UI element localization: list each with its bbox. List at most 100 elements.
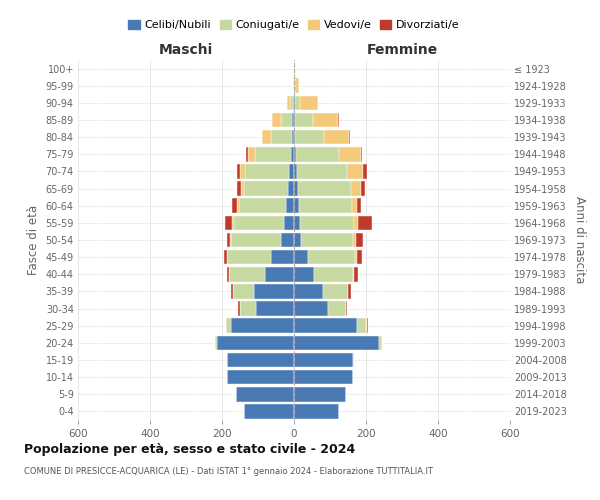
Bar [294,336,379,350]
Bar [358,216,373,230]
Bar [239,198,286,213]
Bar [366,318,367,333]
Legend: Celibi/Nubili, Coniugati/e, Vedovi/e, Divorziati/e: Celibi/Nubili, Coniugati/e, Vedovi/e, Di… [124,15,464,34]
Bar [356,232,364,248]
Bar [299,198,352,213]
Bar [295,78,299,93]
Bar [361,182,365,196]
Bar [292,112,294,128]
Text: Femmine: Femmine [367,42,437,56]
Bar [357,198,361,213]
Bar [294,404,339,418]
Bar [231,232,281,248]
Bar [350,182,361,196]
Text: Popolazione per età, sesso e stato civile - 2024: Popolazione per età, sesso e stato civil… [24,442,355,456]
Bar [227,232,230,248]
Bar [262,130,271,144]
Bar [241,182,244,196]
Bar [348,284,351,298]
Bar [271,250,294,264]
Bar [287,182,294,196]
Bar [298,182,350,196]
Bar [231,318,294,333]
Bar [255,147,291,162]
Bar [324,130,349,144]
Bar [301,232,353,248]
Bar [240,302,256,316]
Bar [296,147,339,162]
Bar [294,284,323,298]
Bar [245,164,289,178]
Bar [229,267,265,281]
Bar [271,130,292,144]
Bar [353,352,355,368]
Bar [352,198,357,213]
Bar [357,250,362,264]
Bar [290,96,293,110]
Bar [355,216,358,230]
Bar [237,164,240,178]
Bar [294,232,301,248]
Bar [225,216,232,230]
Y-axis label: Anni di nascita: Anni di nascita [574,196,586,284]
Bar [294,147,296,162]
Bar [272,112,281,128]
Bar [287,96,290,110]
Bar [240,164,245,178]
Bar [367,318,368,333]
Bar [354,267,358,281]
Bar [227,267,229,281]
Bar [231,284,233,298]
Bar [236,387,294,402]
Bar [295,96,300,110]
Bar [300,96,318,110]
Bar [227,250,271,264]
Bar [227,370,294,384]
Bar [238,302,240,316]
Bar [355,250,357,264]
Bar [294,164,297,178]
Bar [215,336,217,350]
Bar [328,302,346,316]
Bar [289,164,294,178]
Bar [254,284,294,298]
Bar [295,112,313,128]
Bar [244,404,294,418]
Bar [294,370,353,384]
Bar [230,232,231,248]
Bar [292,130,294,144]
Bar [361,147,362,162]
Bar [294,267,314,281]
Bar [294,387,346,402]
Bar [347,164,364,178]
Bar [256,302,294,316]
Bar [294,318,357,333]
Bar [364,164,367,178]
Bar [294,130,295,144]
Bar [379,336,382,350]
Bar [349,130,350,144]
Bar [244,182,287,196]
Bar [294,198,299,213]
Bar [246,147,248,162]
Bar [284,216,294,230]
Bar [297,164,347,178]
Bar [294,96,295,110]
Bar [339,147,361,162]
Bar [353,232,356,248]
Bar [281,232,294,248]
Bar [265,267,294,281]
Bar [301,216,355,230]
Bar [294,216,301,230]
Bar [294,302,328,316]
Bar [294,112,295,128]
Bar [294,250,308,264]
Bar [353,267,354,281]
Bar [224,250,227,264]
Text: COMUNE DI PRESICCE-ACQUARICA (LE) - Dati ISTAT 1° gennaio 2024 - Elaborazione TU: COMUNE DI PRESICCE-ACQUARICA (LE) - Dati… [24,468,433,476]
Y-axis label: Fasce di età: Fasce di età [27,205,40,275]
Bar [237,182,241,196]
Bar [291,147,294,162]
Bar [294,182,298,196]
Bar [217,336,294,350]
